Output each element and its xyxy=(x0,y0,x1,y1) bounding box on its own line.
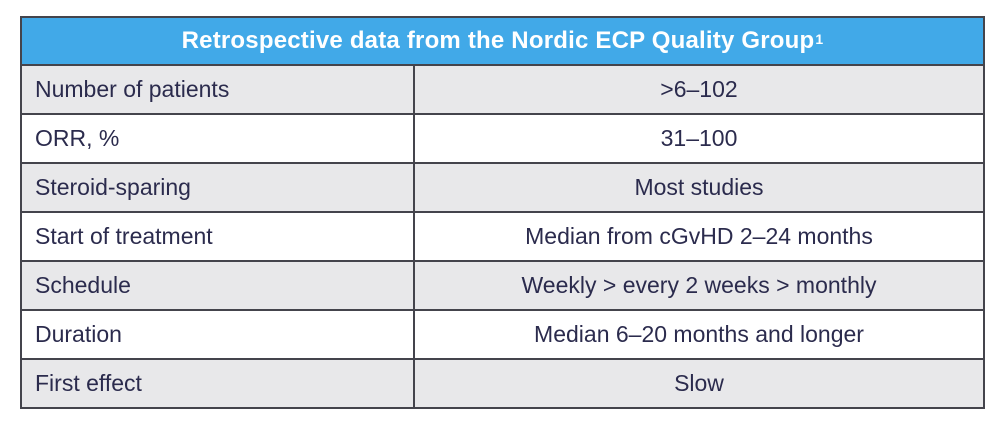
table-header: Retrospective data from the Nordic ECP Q… xyxy=(22,18,983,66)
row-value: Median 6–20 months and longer xyxy=(534,321,864,347)
row-label: Schedule xyxy=(22,262,415,309)
table-row-schedule: Schedule Weekly > every 2 weeks > monthl… xyxy=(22,262,983,311)
table-row-number-of-patients: Number of patients >6–102 xyxy=(22,66,983,115)
row-label: First effect xyxy=(22,360,415,407)
ecp-quality-group-table: Retrospective data from the Nordic ECP Q… xyxy=(20,16,985,409)
row-label: Duration xyxy=(22,311,415,358)
row-label: ORR, % xyxy=(22,115,415,162)
table-row-first-effect: First effect Slow xyxy=(22,360,983,407)
row-value: 31–100 xyxy=(660,125,738,151)
table-row-start-of-treatment: Start of treatment Median from cGvHD 2–2… xyxy=(22,213,983,262)
row-label: Start of treatment xyxy=(22,213,415,260)
table-row-duration: Duration Median 6–20 months and longer xyxy=(22,311,983,360)
row-value: Most studies xyxy=(634,174,764,200)
row-value: Weekly > every 2 weeks > monthly xyxy=(521,272,877,298)
row-value: >6–102 xyxy=(660,76,738,102)
table-row-orr: ORR, % 31–100 xyxy=(22,115,983,164)
row-value: Slow xyxy=(674,370,724,396)
row-label: Steroid-sparing xyxy=(22,164,415,211)
table-row-steroid-sparing: Steroid-sparing Most studies xyxy=(22,164,983,213)
row-label: Number of patients xyxy=(22,66,415,113)
table-title: Retrospective data from the Nordic ECP Q… xyxy=(181,27,815,54)
row-value: Median from cGvHD 2–24 months xyxy=(525,223,873,249)
